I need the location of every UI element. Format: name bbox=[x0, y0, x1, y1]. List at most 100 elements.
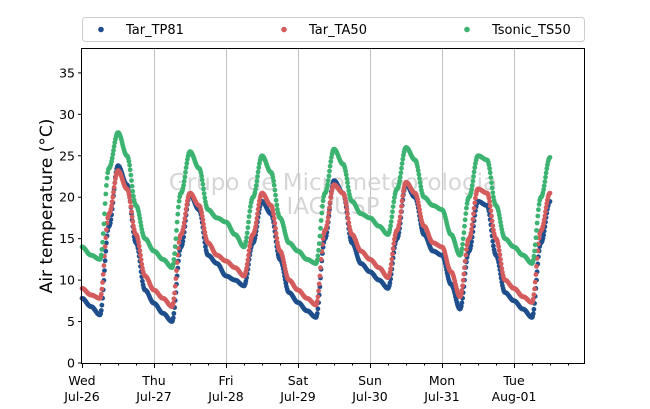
data-point bbox=[130, 189, 136, 194]
data-point bbox=[111, 185, 117, 190]
data-point bbox=[127, 199, 133, 205]
data-point bbox=[176, 204, 181, 210]
data-point bbox=[184, 202, 190, 208]
data-point bbox=[345, 211, 350, 217]
data-point bbox=[274, 235, 280, 241]
data-point bbox=[173, 236, 179, 242]
data-point bbox=[532, 279, 538, 285]
data-point bbox=[460, 236, 466, 242]
data-point bbox=[176, 198, 182, 204]
data-point bbox=[103, 235, 109, 241]
data-point bbox=[325, 178, 331, 184]
data-point bbox=[489, 180, 494, 186]
data-point bbox=[138, 252, 143, 258]
data-point bbox=[464, 205, 469, 211]
data-point bbox=[174, 219, 180, 225]
x-gridlines bbox=[154, 48, 515, 363]
data-point bbox=[534, 220, 540, 226]
data-point bbox=[170, 315, 176, 321]
data-point bbox=[104, 175, 110, 181]
data-point bbox=[390, 246, 396, 252]
data-point bbox=[462, 217, 468, 223]
data-point bbox=[489, 218, 495, 224]
data-point bbox=[129, 209, 134, 215]
data-point bbox=[171, 257, 177, 262]
data-point bbox=[463, 211, 469, 217]
data-point bbox=[203, 244, 208, 250]
data-point bbox=[396, 222, 402, 228]
data-point bbox=[98, 252, 104, 258]
data-point bbox=[202, 195, 208, 201]
data-point bbox=[325, 215, 331, 220]
data-point bbox=[273, 197, 279, 203]
data-point bbox=[182, 174, 188, 180]
data-point bbox=[201, 225, 207, 231]
data-point bbox=[101, 221, 107, 227]
x-tick-label-date: Jul-29 bbox=[279, 389, 316, 404]
data-point bbox=[102, 258, 108, 264]
data-point bbox=[543, 174, 548, 180]
data-point bbox=[390, 251, 395, 257]
data-point bbox=[253, 183, 259, 188]
data-point bbox=[172, 290, 178, 296]
data-point bbox=[255, 174, 260, 179]
y-axis: 0 5 10 15 20 25 30 35 bbox=[59, 65, 82, 371]
data-point bbox=[397, 178, 402, 184]
data-point bbox=[126, 158, 132, 164]
data-point bbox=[491, 227, 496, 233]
data-point bbox=[173, 276, 179, 281]
data-point bbox=[111, 148, 116, 153]
data-point bbox=[388, 219, 394, 225]
data-point bbox=[486, 162, 492, 168]
x-tick-label-day: Mon bbox=[429, 373, 455, 388]
data-point bbox=[244, 235, 250, 241]
data-point bbox=[137, 216, 143, 221]
data-point bbox=[463, 252, 469, 258]
data-point bbox=[326, 210, 332, 216]
y-tick-label: 0 bbox=[67, 356, 75, 371]
data-point bbox=[270, 208, 276, 213]
data-point bbox=[183, 169, 188, 175]
data-point bbox=[317, 233, 323, 239]
data-point bbox=[314, 257, 320, 263]
data-point bbox=[462, 223, 467, 229]
data-point bbox=[126, 191, 132, 197]
data-point bbox=[100, 231, 106, 237]
data-point bbox=[487, 199, 492, 205]
data-point bbox=[104, 183, 109, 188]
data-point bbox=[459, 246, 465, 252]
data-point bbox=[271, 216, 277, 221]
data-point bbox=[99, 247, 105, 252]
data-point bbox=[389, 214, 395, 220]
data-point bbox=[473, 195, 478, 201]
data-point bbox=[324, 223, 330, 228]
data-point bbox=[129, 178, 134, 184]
data-point bbox=[498, 257, 503, 262]
data-point bbox=[272, 220, 278, 226]
data-point bbox=[100, 280, 105, 285]
data-point bbox=[244, 230, 250, 236]
data-point bbox=[491, 194, 496, 200]
data-point bbox=[273, 231, 279, 236]
data-point bbox=[543, 205, 549, 211]
y-tick-label: 25 bbox=[59, 148, 75, 163]
data-point bbox=[100, 272, 106, 277]
data-point bbox=[460, 283, 465, 289]
data-point bbox=[487, 203, 493, 209]
data-point bbox=[486, 195, 492, 201]
data-point bbox=[137, 248, 143, 254]
data-point bbox=[326, 173, 332, 179]
data-point bbox=[275, 240, 280, 245]
data-point bbox=[390, 204, 396, 210]
data-point bbox=[244, 261, 250, 267]
data-point bbox=[181, 178, 187, 184]
data-point bbox=[397, 174, 403, 180]
data-point bbox=[400, 193, 406, 199]
data-point bbox=[542, 213, 548, 219]
data-point bbox=[536, 207, 541, 213]
x-tick-label-day: Fri bbox=[219, 373, 234, 388]
data-point bbox=[243, 239, 249, 244]
data-point bbox=[171, 311, 177, 316]
data-point bbox=[318, 225, 323, 231]
data-point bbox=[174, 268, 179, 273]
